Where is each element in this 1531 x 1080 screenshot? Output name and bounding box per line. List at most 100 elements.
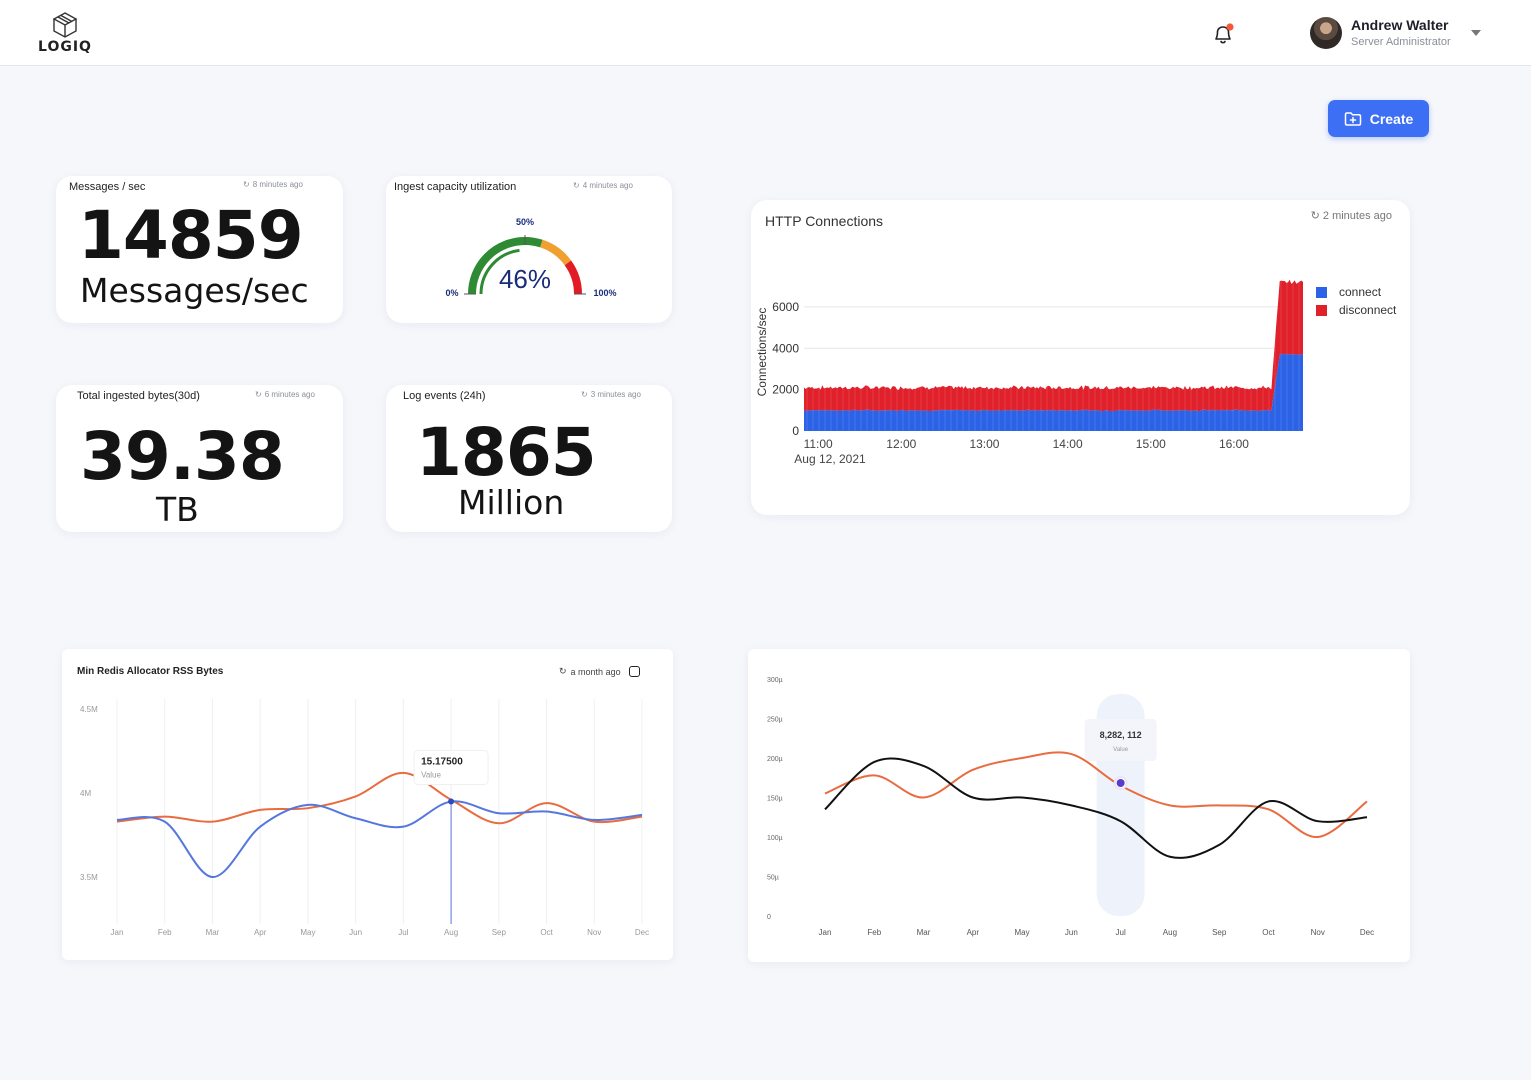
redis-chart: Jan Feb Mar Apr May Jun Jul Aug Sep Oct Nov Dec 3.5M… xyxy=(80,699,649,937)
updated-time: ↻ 6 minutes ago xyxy=(255,390,315,399)
y-tick-label: 4M xyxy=(80,789,91,798)
y-tick-label: 0 xyxy=(792,424,799,438)
x-tick-label: Jul xyxy=(1116,928,1126,937)
x-tick-label: 12:00 xyxy=(886,437,916,451)
card-title: Messages / sec xyxy=(69,181,146,193)
legend-label: disconnect xyxy=(1339,303,1397,317)
avatar[interactable] xyxy=(1310,17,1342,49)
legend-label: connect xyxy=(1339,285,1382,299)
x-tick-label: Jul xyxy=(398,928,408,937)
log-events-unit: Million xyxy=(458,483,565,522)
refresh-icon[interactable]: ↻ xyxy=(243,180,250,189)
y-tick-label: 0 xyxy=(767,914,771,921)
notifications-button[interactable] xyxy=(1210,22,1236,48)
x-tick-label: Oct xyxy=(1262,928,1275,937)
series-line-1 xyxy=(116,771,643,825)
y-tick-label: 3.5M xyxy=(80,873,98,882)
gauge-value-arc xyxy=(479,248,520,295)
chart-title: Min Redis Allocator RSS Bytes xyxy=(77,666,224,677)
x-tick-label: Jan xyxy=(111,928,124,937)
x-tick-label: 15:00 xyxy=(1136,437,1166,451)
updated-text: 6 minutes ago xyxy=(264,390,315,399)
gauge-green-arc xyxy=(524,237,543,248)
gauge-min-label: 0% xyxy=(445,288,458,298)
updated-time: ↻ 8 minutes ago xyxy=(243,180,303,189)
x-tick-label: Aug xyxy=(444,928,458,937)
x-tick-label: Mar xyxy=(206,928,220,937)
tooltip-point xyxy=(1116,779,1125,787)
trend-chart: Jan Feb Mar Apr May Jun Jul Aug Sep Oct Nov Dec 0 50µ… xyxy=(767,677,1374,937)
refresh-icon[interactable]: ↻ xyxy=(559,666,567,676)
x-tick-label: Jun xyxy=(1065,928,1078,937)
bytes-card: Total ingested bytes(30d) ↻ 6 minutes ag… xyxy=(56,385,343,532)
refresh-icon[interactable]: ↻ xyxy=(573,181,580,190)
x-tick-label: May xyxy=(300,928,315,937)
logo-cube-icon xyxy=(52,12,78,38)
card-title: Ingest capacity utilization xyxy=(394,181,517,193)
tooltip-value: 15.17500 xyxy=(421,756,463,767)
x-tick-label: Apr xyxy=(254,928,267,937)
updated-text: 4 minutes ago xyxy=(582,181,633,190)
x-tick-label: Apr xyxy=(967,928,980,937)
tooltip-point xyxy=(448,798,455,805)
redis-chart-card: Min Redis Allocator RSS Bytes ↻ a month … xyxy=(62,649,673,960)
x-tick-label: 13:00 xyxy=(969,437,999,451)
bytes-value: 39.38 xyxy=(80,418,285,495)
x-tick-label: May xyxy=(1015,928,1030,937)
chevron-down-icon[interactable] xyxy=(1471,30,1481,36)
checkbox[interactable] xyxy=(628,666,640,677)
x-tick-label: 14:00 xyxy=(1053,437,1083,451)
y-tick-label: 6000 xyxy=(772,300,799,314)
logo[interactable]: LOGIQ xyxy=(36,12,96,56)
refresh-icon[interactable]: ↻ xyxy=(255,390,262,399)
y-tick-label: 2000 xyxy=(772,383,799,397)
tooltip-label: Value xyxy=(1113,747,1129,753)
bell-icon xyxy=(1215,23,1234,44)
updated-time: ↻ a month ago xyxy=(559,666,640,677)
updated-text: 8 minutes ago xyxy=(252,180,303,189)
x-tick-label: Jan xyxy=(819,928,832,937)
updated-text: a month ago xyxy=(570,666,621,677)
x-tick-label: Dec xyxy=(635,928,649,937)
updated-time: ↻ 3 minutes ago xyxy=(581,390,641,399)
series-line-2 xyxy=(116,800,643,879)
create-button-label: Create xyxy=(1369,110,1414,127)
y-tick-label: 300µ xyxy=(767,677,783,684)
x-tick-label: Nov xyxy=(1311,928,1325,937)
y-tick-label: 200µ xyxy=(767,756,783,763)
y-tick-label: 4.5M xyxy=(80,705,98,714)
series-line-2 xyxy=(824,757,1368,859)
x-tick-label: 11:00 xyxy=(804,437,833,451)
gauge-red-arc xyxy=(564,260,582,295)
messages-unit: Messages/sec xyxy=(80,271,309,310)
updated-time: ↻ 2 minutes ago xyxy=(1310,209,1392,223)
y-tick-label: 150µ xyxy=(767,796,783,803)
refresh-icon[interactable]: ↻ xyxy=(1310,210,1320,222)
y-axis-label: Connections/sec xyxy=(755,308,769,397)
http-chart: Connections/sec Aug 12, 2021 0 2000 4000 60… xyxy=(755,279,1303,466)
x-tick-label: Dec xyxy=(1360,928,1374,937)
x-tick-label: Feb xyxy=(158,928,172,937)
user-name[interactable]: Andrew Walter xyxy=(1351,17,1449,33)
legend-item-connect[interactable]: connect xyxy=(1316,285,1381,299)
x-tick-label: Sep xyxy=(492,928,507,937)
legend-swatch xyxy=(1316,286,1327,298)
y-tick-label: 100µ xyxy=(767,835,783,842)
user-role: Server Administrator xyxy=(1351,36,1451,48)
tooltip-box xyxy=(413,749,489,785)
card-title: Log events (24h) xyxy=(403,390,486,402)
y-tick-label: 50µ xyxy=(767,875,779,882)
legend-item-disconnect[interactable]: disconnect xyxy=(1316,303,1396,317)
gauge-orange-arc xyxy=(539,239,572,266)
messages-card: Messages / sec ↻ 8 minutes ago 14859 Mes… xyxy=(56,176,343,323)
x-tick-label: 16:00 xyxy=(1219,437,1249,451)
x-tick-label: Nov xyxy=(587,928,601,937)
trend-chart-card: Jan Feb Mar Apr May Jun Jul Aug Sep Oct Nov Dec 0 50µ… xyxy=(748,649,1410,962)
log-events-value: 1865 xyxy=(416,414,597,491)
x-tick-label: Sep xyxy=(1212,928,1227,937)
x-tick-label: Mar xyxy=(917,928,931,937)
create-button[interactable]: Create xyxy=(1328,100,1429,137)
refresh-icon[interactable]: ↻ xyxy=(581,390,588,399)
folder-plus-icon xyxy=(1344,111,1361,126)
logo-text: LOGIQ xyxy=(38,39,92,55)
